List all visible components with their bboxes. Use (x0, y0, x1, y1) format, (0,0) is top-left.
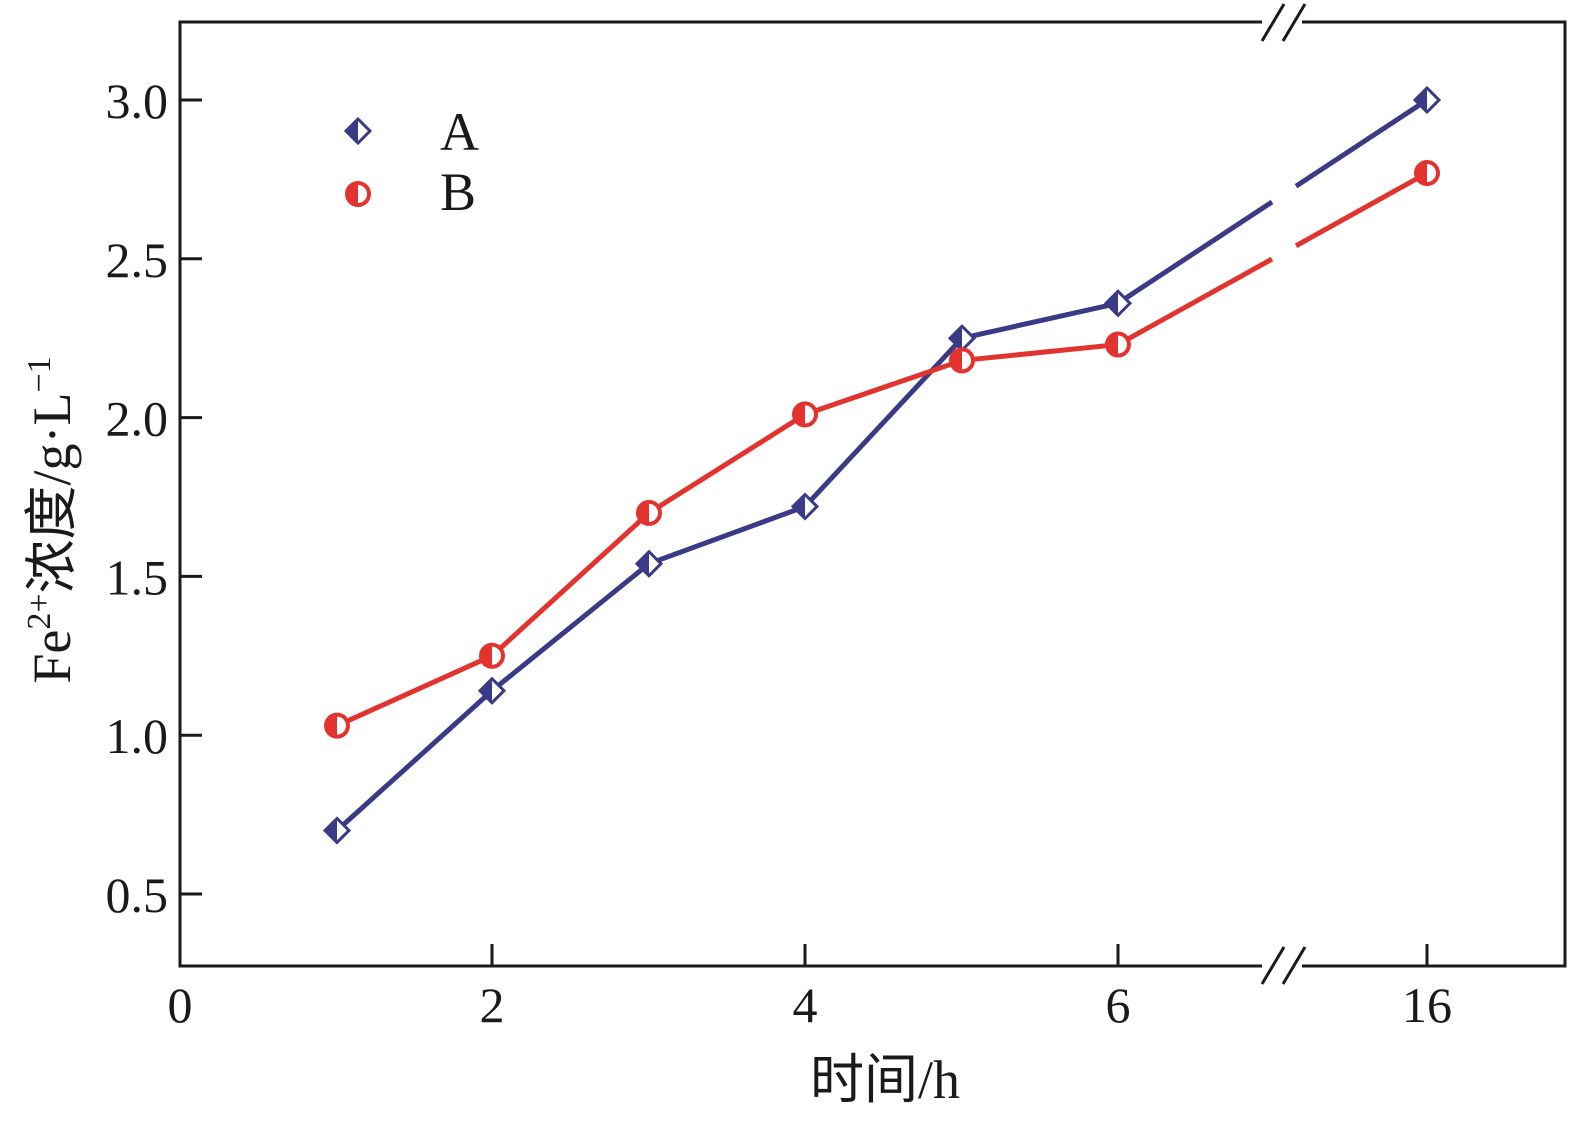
x-tick-label: 6 (1106, 977, 1131, 1033)
x-tick-label: 2 (480, 977, 505, 1033)
x-axis-break-marks (1260, 3, 1307, 985)
series-a-point (1103, 289, 1133, 318)
y-tick-label: 3.0 (106, 73, 169, 129)
y-tick-label: 0.5 (106, 867, 169, 923)
series-b-line-segment (1294, 170, 1429, 248)
x-tick-label: 0 (168, 977, 193, 1033)
series-a-line (335, 300, 1119, 833)
legend-marker-a (343, 116, 373, 146)
x-axis-title: 时间/h (810, 1050, 960, 1110)
y-axis-title-base: Fe (22, 630, 82, 684)
series-a-line-segment (1116, 199, 1274, 306)
x-axis-ticks: 0 2 4 6 16 (168, 944, 1452, 1033)
y-tick-label: 2.5 (106, 232, 169, 288)
y-axis-ticks: 0.5 1.0 1.5 2.0 2.5 3.0 (106, 73, 202, 923)
series-b-line-segment (1116, 256, 1274, 347)
y-axis-title: Fe2+浓度/g·L−1 (21, 356, 82, 683)
y-tick-label: 1.0 (106, 708, 169, 764)
y-axis-title-sup2: −1 (21, 356, 58, 392)
y-tick-label: 1.5 (106, 549, 169, 605)
series-b-point (1105, 331, 1131, 358)
series-b-point (479, 642, 505, 669)
legend-marker-b-symbol (345, 181, 371, 207)
series-a-point (322, 816, 352, 845)
series-a-point (947, 324, 977, 353)
plot-frame (178, 20, 1567, 968)
x-tick-label: 4 (793, 977, 818, 1033)
series-lines (335, 97, 1429, 833)
series-b-point (324, 712, 350, 739)
series-b-point (1414, 160, 1440, 187)
series-a-point (790, 492, 820, 521)
x-tick-label: 16 (1402, 977, 1452, 1033)
y-axis-title-mid: 浓度/g·L (22, 393, 82, 594)
legend: A B (343, 102, 479, 222)
series-a-point (477, 676, 507, 705)
series-b-point (636, 499, 662, 526)
y-tick-label: 2.0 (106, 391, 169, 447)
series-a-point (1412, 85, 1442, 115)
series-b-line (335, 342, 1119, 728)
legend-label-b: B (440, 162, 476, 222)
series-b-point (792, 401, 818, 428)
series-a-point (634, 549, 664, 578)
series-a-line-segment (1294, 97, 1429, 189)
series-b-point (949, 347, 975, 374)
series-markers (322, 85, 1442, 845)
legend-label-a: A (440, 102, 479, 162)
legend-marker-b (345, 181, 371, 207)
legend-marker-a-symbol (343, 116, 373, 146)
y-axis-title-sup1: 2+ (21, 593, 58, 629)
